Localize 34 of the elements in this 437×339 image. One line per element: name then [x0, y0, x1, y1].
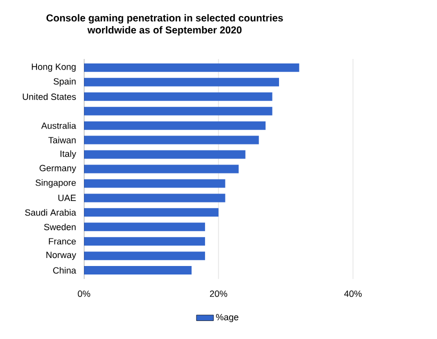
y-tick-label: Italy — [60, 150, 76, 159]
bar — [84, 121, 266, 130]
y-tick-label: Saudi Arabia — [25, 209, 76, 216]
x-tick-label: 40% — [344, 290, 362, 297]
y-tick-label: China — [53, 267, 76, 274]
y-tick-label: Germany — [40, 164, 76, 174]
bar — [84, 222, 206, 232]
y-tick-label: Taiwan — [48, 136, 76, 144]
bar — [84, 106, 272, 116]
bar — [84, 150, 246, 159]
bar — [84, 92, 272, 101]
bar — [84, 78, 280, 86]
x-tick-label: 0% — [78, 290, 90, 297]
bar — [84, 237, 206, 246]
legend-label: %age — [216, 314, 238, 322]
chart-title: Console gaming penetration in selected countries worldwide as of September 2020 — [46, 14, 283, 36]
bar — [84, 136, 259, 144]
y-tick-label: Hong Kong — [32, 64, 76, 72]
y-tick-label: Spain — [54, 78, 76, 86]
bar — [84, 208, 218, 217]
y-tick-label: France — [48, 238, 76, 245]
y-tick-label: Singapore — [36, 179, 76, 188]
y-tick-label: Australia — [41, 122, 76, 129]
bar — [84, 179, 226, 188]
bar — [84, 63, 300, 72]
y-tick-label: Sweden — [44, 224, 76, 230]
bar — [84, 266, 192, 275]
bar — [84, 194, 226, 202]
bar — [84, 164, 239, 174]
y-tick-label: Norway — [46, 252, 76, 260]
y-tick-label: United States — [22, 93, 76, 100]
x-tick-label: 20% — [210, 290, 228, 297]
bar — [84, 252, 206, 260]
y-tick-label: UAE — [58, 194, 76, 202]
